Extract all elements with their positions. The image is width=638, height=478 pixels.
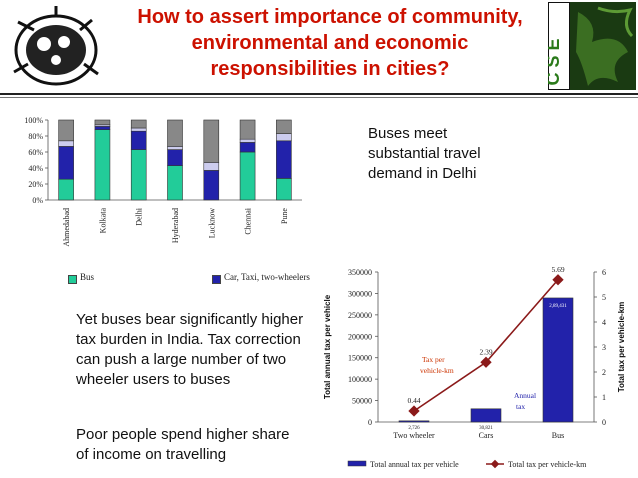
legend-swatch-annual-tax: [347, 460, 367, 467]
bar-segment-ahmedabad-0: [58, 178, 74, 201]
category-label: Bus: [552, 431, 564, 440]
tax-bar-label: 2,726: [408, 426, 420, 431]
bar-segment-chennai-3: [239, 119, 256, 140]
tax-per-km-label: 5.69: [551, 265, 564, 274]
y2-tick-label: 4: [602, 318, 606, 327]
y2-tick-label: 2: [602, 368, 606, 377]
tax-bar-0: [398, 420, 430, 423]
legend-label-car: Car, Taxi, two-wheelers: [224, 272, 310, 282]
bar-segment-chennai-2: [239, 138, 256, 143]
category-label: Chennai: [244, 207, 253, 234]
y2-tick-label: 6: [602, 268, 606, 277]
bar-segment-ahmedabad-1: [58, 146, 74, 180]
y-tick-label: 0: [368, 418, 372, 427]
y-tick-label: 100000: [348, 375, 372, 384]
tax-per-km-label: 0.44: [407, 396, 420, 405]
tax-bar-2: [542, 297, 574, 423]
slide-header: How to assert importance of community, e…: [0, 0, 638, 95]
category-label: Delhi: [135, 207, 144, 226]
y-tick-label: 40%: [28, 164, 43, 173]
bar-segment-hyderabad-0: [167, 165, 183, 201]
tax-per-km-label: 2.39: [479, 347, 492, 356]
y-tick-label: 20%: [28, 180, 43, 189]
header-divider: [0, 93, 638, 95]
y-axis-title: Total annual tax per vehicle: [323, 294, 332, 399]
y-tick-label: 250000: [348, 311, 372, 320]
category-label: Pune: [280, 208, 289, 224]
bar-segment-hyderabad-2: [167, 146, 183, 150]
category-label: Ahmedabad: [62, 208, 71, 247]
bar-segment-chennai-0: [239, 151, 256, 201]
bar-segment-lucknow-3: [203, 119, 220, 163]
y-tick-label: 50000: [352, 397, 372, 406]
tax-bar-label: 2,89,431: [549, 304, 567, 309]
y2-axis-title: Total tax per vehicle-km: [617, 302, 626, 393]
tax-bar-1: [470, 408, 502, 423]
poor-people-text: Poor people spend higher share of income…: [76, 426, 290, 463]
bar-segment-kolkata-1: [94, 126, 111, 130]
bar-segment-pune-1: [276, 140, 292, 179]
category-label: Two wheeler: [393, 431, 435, 440]
cse-logo-text: C S E: [548, 38, 563, 85]
bar-segment-delhi-2: [130, 127, 147, 132]
y2-tick-label: 1: [602, 393, 606, 402]
header-divider-thin: [0, 97, 638, 98]
bar-segment-hyderabad-3: [167, 119, 183, 147]
buses-note: Buses meet substantial travel demand in …: [368, 125, 481, 182]
legend-swatch-car: [212, 275, 221, 284]
legend-label-annual-tax: Total annual tax per vehicle: [370, 460, 459, 469]
legend-marker-tax-km: [490, 459, 500, 469]
bar-segment-delhi-0: [130, 149, 147, 201]
bar-segment-ahmedabad-2: [58, 140, 74, 147]
category-label: Hyderabad: [171, 208, 180, 243]
bar-segment-ahmedabad-3: [58, 119, 74, 142]
legend-label-tax-km: Total tax per vehicle-km: [508, 460, 587, 469]
modal-share-chart: 0% 20% 40% 60% 80% 100% Ahmedabad Kolkata Delhi H…: [24, 116, 302, 247]
bar-segment-kolkata-0: [94, 129, 111, 201]
legend-swatch-bus: [68, 275, 77, 284]
cse-logo-icon: C S E: [548, 2, 636, 90]
category-label: Cars: [479, 431, 494, 440]
category-label: Lucknow: [207, 208, 216, 238]
category-label: Kolkata: [98, 208, 107, 234]
y-tick-label: 350000: [348, 268, 372, 277]
bar-segment-chennai-1: [239, 142, 256, 153]
bar-segment-delhi-1: [130, 130, 147, 150]
y-tick-label: 200000: [348, 332, 372, 341]
bar-segment-lucknow-2: [203, 162, 220, 171]
y-tick-label: 100%: [24, 116, 43, 125]
y2-tick-label: 5: [602, 293, 606, 302]
annotation-tax-per-km-2: vehicle-km: [420, 366, 454, 375]
y2-tick-label: 0: [602, 418, 606, 427]
y-tick-label: 150000: [348, 354, 372, 363]
tax-per-km-line: [413, 279, 559, 412]
tax-bar-label: 30,821: [479, 426, 493, 431]
y-tick-label: 300000: [348, 289, 372, 298]
tax-chart: 0500001000001500002000002500003000003500…: [323, 265, 626, 469]
society-logo-icon: [13, 6, 99, 86]
y-tick-label: 60%: [28, 148, 43, 157]
bar-segment-pune-3: [276, 119, 292, 134]
bar-segment-kolkata-3: [94, 119, 111, 126]
annotation-annual-tax: Annual: [514, 391, 536, 400]
y-tick-label: 0%: [32, 196, 43, 205]
bar-segment-delhi-3: [130, 119, 147, 129]
bar-segment-hyderabad-1: [167, 149, 183, 166]
y-tick-label: 80%: [28, 132, 43, 141]
legend-label-bus: Bus: [80, 272, 95, 282]
bar-segment-pune-2: [276, 133, 292, 142]
modal-share-legend: Bus Car, Taxi, two-wheelers: [68, 272, 318, 286]
bar-segment-pune-0: [276, 178, 292, 201]
tax-burden-text: Yet buses bear significantly higher tax …: [76, 311, 304, 388]
annotation-tax-per-km: Tax per: [422, 355, 445, 364]
tax-per-km-point: [408, 405, 420, 417]
bar-segment-lucknow-1: [203, 170, 220, 201]
annotation-annual-tax-2: tax: [516, 402, 525, 411]
slide-title: How to assert importance of community, e…: [137, 6, 523, 80]
y2-tick-label: 3: [602, 343, 606, 352]
